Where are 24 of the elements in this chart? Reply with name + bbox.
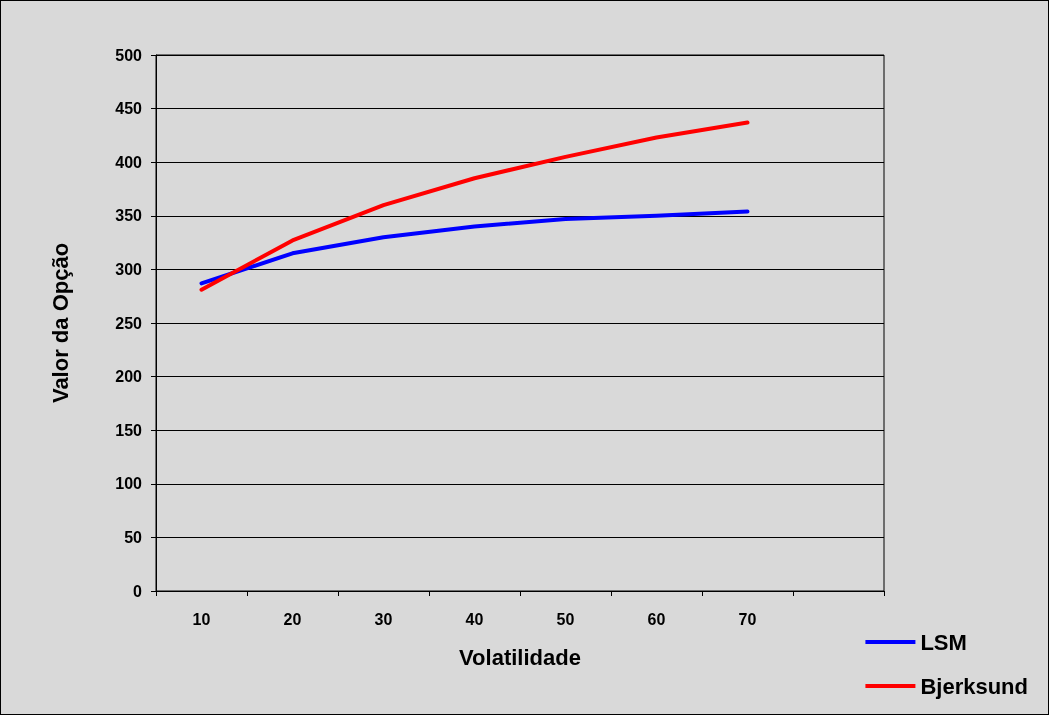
legend-label: LSM: [920, 629, 967, 655]
y-tick-label: 0: [133, 582, 143, 600]
y-axis-title: Valor da Opção: [47, 242, 73, 404]
y-tick-label: 500: [115, 46, 143, 64]
x-tick-label: 40: [465, 610, 484, 628]
y-tick-label: 50: [124, 528, 143, 546]
line-series: [199, 120, 750, 292]
y-tick-label: 300: [115, 260, 143, 278]
x-tick-label: 50: [556, 610, 575, 628]
legend-label: Bjerksund: [920, 673, 1029, 699]
x-tick-label: 30: [374, 610, 393, 628]
y-tick-label: 450: [115, 100, 143, 118]
line-series: [199, 209, 750, 286]
y-tick-label: 150: [115, 421, 143, 439]
y-tick-label: 350: [115, 207, 143, 225]
x-tick-label: 20: [283, 610, 302, 628]
y-tick-label: 400: [115, 153, 143, 171]
y-tick-label: 250: [115, 314, 143, 332]
x-axis-title: Volatilidade: [459, 644, 581, 670]
x-tick-label: 10: [192, 610, 211, 628]
y-tick-label: 100: [115, 475, 143, 493]
x-tick-label: 60: [647, 610, 666, 628]
y-tick-label: 200: [115, 368, 143, 386]
x-tick-label: 70: [738, 610, 757, 628]
